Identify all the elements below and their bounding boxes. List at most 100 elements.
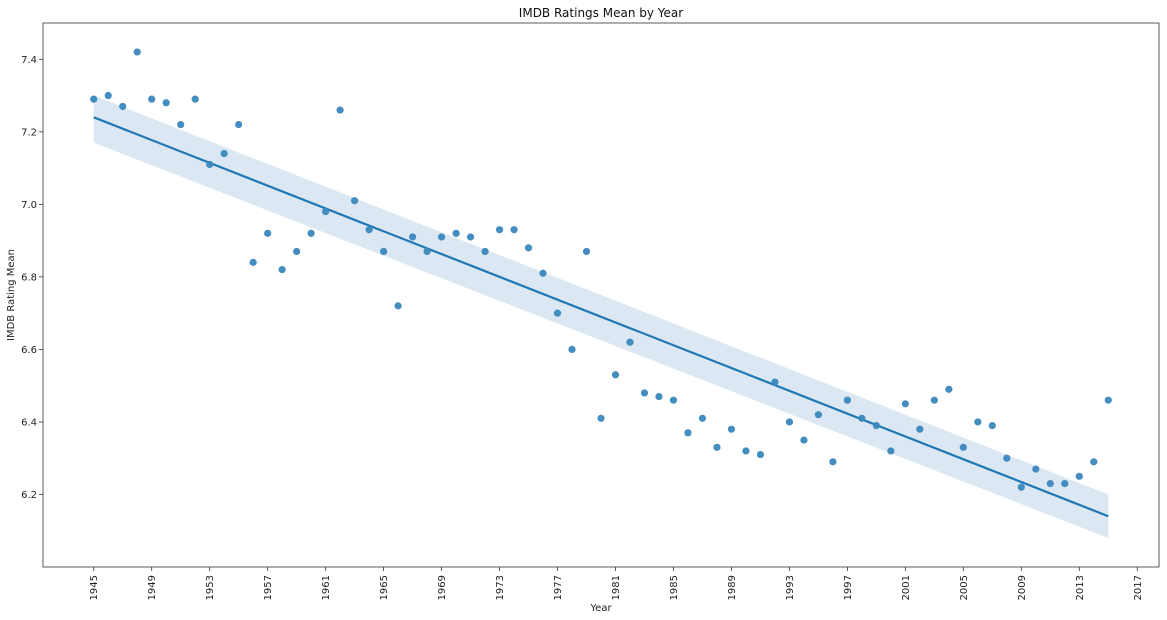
data-point [684,429,692,437]
data-point [988,421,996,430]
x-tick-label: 1989 [727,575,738,600]
data-point [669,396,678,404]
data-point [597,414,605,422]
data-point [351,197,359,205]
data-point [568,345,576,353]
data-point [1061,479,1069,488]
x-axis-label: Year [589,603,612,614]
x-axis: 1945 1949 1953 1957 1961 1965 1969 1973 1977 1981… [89,567,1144,600]
data-point [742,447,750,455]
data-point [365,226,373,234]
data-point [162,99,170,107]
data-point [655,392,663,401]
data-point [916,425,924,433]
plot-area [90,48,1112,538]
data-point [974,418,982,426]
data-point [524,244,533,252]
chart-title: IMDB Ratings Mean by Year [519,6,683,20]
y-tick-label: 6.4 [21,417,37,428]
data-point [858,414,866,422]
x-tick-label: 1965 [379,575,390,600]
data-point [1003,454,1011,462]
data-point [90,95,98,103]
data-point [698,414,707,422]
data-point [322,207,330,216]
data-point [148,95,156,103]
data-point [814,411,823,419]
data-point [394,302,402,310]
data-point [408,233,417,241]
data-point [582,247,591,256]
data-point [1104,396,1112,404]
data-point [133,48,141,56]
x-tick-label: 1977 [553,575,564,600]
data-point [1032,465,1040,473]
data-point [1046,479,1054,488]
x-tick-label: 2013 [1075,575,1086,600]
x-tick-label: 1993 [785,575,796,600]
y-tick-label: 7.0 [21,200,37,211]
data-point [640,389,649,397]
data-point [437,233,446,241]
data-point [553,309,562,317]
regression-line [93,116,1109,518]
data-point [1075,472,1083,480]
x-tick-label: 1961 [321,575,332,600]
axes-frame [42,22,1160,568]
x-tick-label: 1949 [147,575,158,600]
x-tick-label: 1985 [669,575,680,600]
data-point [191,95,199,103]
data-point [481,247,489,256]
y-tick-label: 7.2 [21,127,37,138]
x-tick-label: 1997 [843,575,854,600]
data-point [466,233,475,241]
data-point [293,247,301,256]
data-point [727,425,736,433]
data-point [220,149,228,158]
data-point [379,247,388,256]
data-point [278,266,286,274]
data-point [756,450,765,459]
y-tick-label: 6.2 [21,490,37,501]
x-tick-label: 1969 [437,575,448,600]
data-point [930,396,938,404]
data-point [495,226,504,234]
data-point [945,385,953,393]
x-tick-label: 1957 [263,575,274,600]
data-point [264,229,272,237]
data-point [336,106,344,114]
data-point [611,371,620,379]
data-point [177,120,185,129]
data-point [307,229,315,237]
y-axis-label: IMDB Rating Mean [6,249,17,341]
data-point [959,443,967,451]
x-tick-label: 2009 [1017,575,1028,600]
data-point [452,229,460,237]
data-point [206,160,214,169]
data-point [249,258,257,266]
data-point [626,338,634,346]
data-point [104,91,112,100]
y-axis: 6.2 6.4 6.6 6.8 7.0 7.2 7.4 [21,55,43,501]
data-point [843,396,851,404]
x-tick-label: 1945 [89,575,100,600]
data-point [235,120,243,129]
y-tick-label: 7.4 [21,55,37,66]
x-tick-label: 2005 [959,575,970,600]
data-point [829,458,837,466]
data-point [771,378,779,386]
x-tick-label: 2017 [1133,575,1144,600]
x-tick-label: 2001 [901,575,912,600]
data-point [785,418,794,426]
data-point [1017,483,1025,491]
data-point [539,269,547,277]
data-point [1090,458,1098,466]
data-point [510,226,518,234]
y-tick-label: 6.6 [21,345,37,356]
data-point [800,436,808,444]
data-point [119,102,127,111]
x-tick-label: 1953 [205,575,216,600]
x-tick-label: 1981 [611,575,622,600]
data-point [901,400,909,408]
